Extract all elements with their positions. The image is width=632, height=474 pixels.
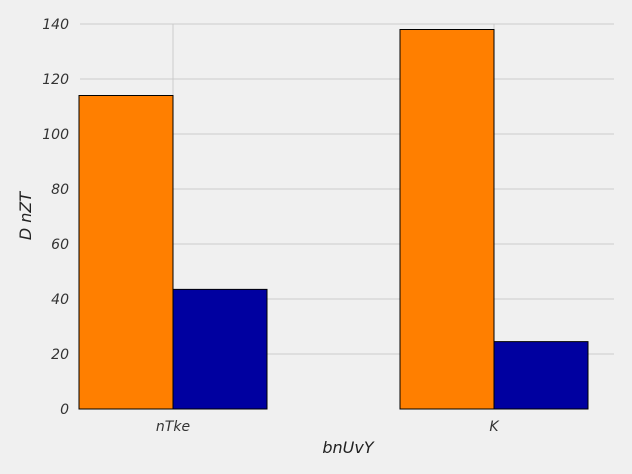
bar-series2-K	[493, 341, 589, 410]
x-tick-label: nTke	[156, 419, 190, 435]
bar-series2-nTke	[172, 288, 268, 410]
y-tick-label: 60	[51, 237, 69, 253]
y-tick-label: 0	[60, 402, 69, 418]
y-axis-label: D nZT	[16, 191, 35, 241]
x-axis-label: bnUvY	[322, 438, 374, 457]
y-tick-labels: 0 20 40 60 80 100 120 140	[42, 17, 69, 418]
bars-layer	[78, 29, 589, 410]
y-tick-label: 100	[42, 127, 69, 143]
x-tick-label: K	[489, 419, 500, 435]
x-tick-labels: nTke K	[156, 419, 500, 435]
y-tick-label: 120	[42, 72, 69, 88]
bar-series1-nTke	[78, 95, 174, 410]
y-tick-label: 40	[51, 292, 69, 308]
y-tick-label: 140	[42, 17, 69, 33]
y-tick-label: 80	[51, 182, 69, 198]
y-tick-label: 20	[51, 347, 69, 363]
bar-series1-K	[399, 29, 495, 410]
